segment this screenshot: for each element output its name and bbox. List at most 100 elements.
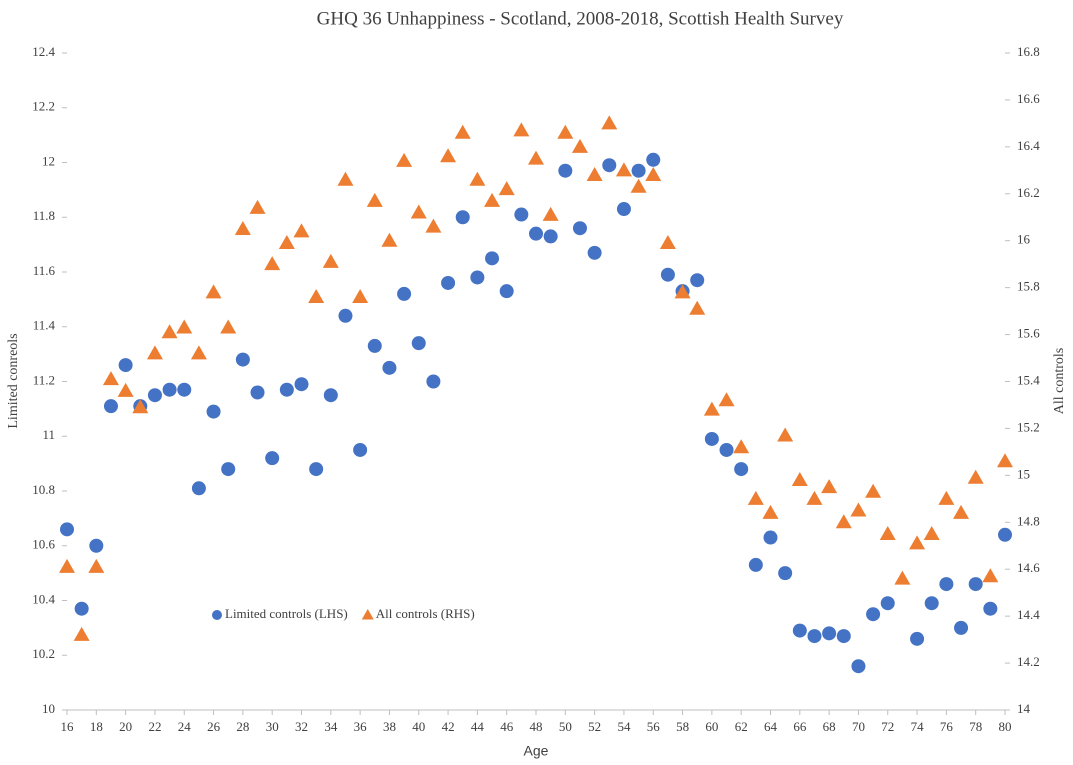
x-tick-label: 20 — [119, 719, 132, 734]
x-tick-label: 18 — [90, 719, 103, 734]
circle-point — [910, 631, 925, 646]
x-tick-label: 32 — [295, 719, 308, 734]
triangle-point — [557, 124, 574, 139]
triangle-point — [102, 371, 119, 386]
triangle-point — [498, 181, 515, 196]
y-tick-label: 11.8 — [33, 208, 55, 223]
y-tick-label: 11.2 — [33, 372, 55, 387]
circle-point — [221, 462, 236, 477]
x-tick-label: 36 — [354, 719, 368, 734]
triangle-point — [396, 152, 413, 167]
y2-tick-label: 16.8 — [1017, 44, 1040, 59]
x-tick-label: 50 — [559, 719, 572, 734]
triangle-point — [278, 235, 295, 250]
circle-point — [279, 382, 294, 397]
circle-point — [954, 620, 969, 635]
circle-point — [939, 577, 954, 592]
circle-point — [998, 527, 1012, 542]
triangle-point — [718, 392, 735, 407]
circle-point — [426, 374, 441, 389]
x-tick-label: 78 — [969, 719, 982, 734]
triangle-point — [894, 570, 911, 585]
circle-point — [660, 267, 675, 282]
triangle-point — [469, 171, 486, 186]
legend-label: Limited controls (LHS) — [225, 606, 348, 621]
circle-point — [807, 629, 822, 644]
triangle-point — [689, 300, 706, 315]
triangle-point — [806, 490, 823, 505]
x-tick-label: 40 — [412, 719, 425, 734]
triangle-point — [308, 289, 325, 304]
triangle-point — [777, 427, 794, 442]
circle-point — [880, 596, 895, 611]
x-axis-title: Age — [524, 743, 549, 759]
triangle-point — [176, 319, 193, 334]
x-tick-label: 34 — [324, 719, 338, 734]
x-tick-label: 76 — [940, 719, 954, 734]
triangle-point — [220, 319, 237, 334]
y-tick-label: 11.6 — [33, 263, 56, 278]
y-tick-label: 10 — [42, 701, 55, 716]
circle-point — [367, 338, 382, 353]
legend-marker — [212, 610, 222, 620]
x-tick-label: 52 — [588, 719, 601, 734]
triangle-point — [381, 232, 398, 247]
triangle-point — [322, 253, 339, 268]
circle-point — [983, 601, 998, 616]
circle-point — [323, 388, 338, 403]
triangle-point — [528, 150, 544, 165]
circle-point — [646, 152, 661, 167]
triangle-point — [352, 289, 369, 304]
triangle-point — [601, 115, 618, 130]
circle-point — [441, 275, 456, 290]
x-tick-label: 66 — [793, 719, 807, 734]
triangle-point — [542, 206, 559, 221]
circle-point — [704, 431, 719, 446]
triangle-point — [791, 472, 808, 487]
circle-point — [558, 163, 573, 178]
triangle-point — [293, 223, 310, 238]
circle-point — [602, 158, 617, 173]
y2-tick-label: 16.2 — [1017, 185, 1040, 200]
circle-point — [748, 557, 763, 572]
triangle-point — [190, 345, 207, 360]
x-tick-label: 24 — [178, 719, 192, 734]
x-tick-label: 16 — [61, 719, 75, 734]
triangle-point — [132, 399, 149, 414]
triangle-point — [850, 502, 867, 517]
triangle-point — [484, 192, 501, 207]
y2-tick-label: 16.6 — [1017, 91, 1040, 106]
x-tick-label: 74 — [911, 719, 925, 734]
circle-point — [470, 270, 485, 285]
circle-point — [455, 210, 470, 225]
x-tick-label: 72 — [881, 719, 894, 734]
circle-point — [89, 538, 104, 553]
circle-point — [162, 382, 177, 397]
circle-point — [792, 623, 807, 638]
triangle-point — [337, 171, 354, 186]
x-tick-label: 56 — [647, 719, 661, 734]
circle-point — [485, 251, 500, 266]
x-tick-label: 64 — [764, 719, 778, 734]
circle-point — [631, 163, 646, 178]
circle-point — [924, 596, 939, 611]
triangle-point — [630, 178, 647, 193]
triangle-point — [571, 138, 588, 153]
triangle-point — [88, 558, 105, 573]
circle-point — [294, 377, 309, 392]
y-tick-label: 11.4 — [33, 318, 56, 333]
x-tick-label: 80 — [999, 719, 1012, 734]
triangle-point — [865, 483, 882, 498]
y-tick-label: 10.4 — [32, 591, 55, 606]
x-tick-label: 48 — [530, 719, 543, 734]
y2-tick-label: 15.2 — [1017, 419, 1040, 434]
x-tick-label: 54 — [617, 719, 631, 734]
y2-tick-label: 14 — [1017, 701, 1031, 716]
circle-point — [968, 577, 983, 592]
circle-point — [734, 462, 749, 477]
circle-point — [309, 462, 324, 477]
circle-point — [572, 221, 587, 236]
triangle-point — [982, 568, 999, 583]
triangle-point — [967, 469, 984, 484]
